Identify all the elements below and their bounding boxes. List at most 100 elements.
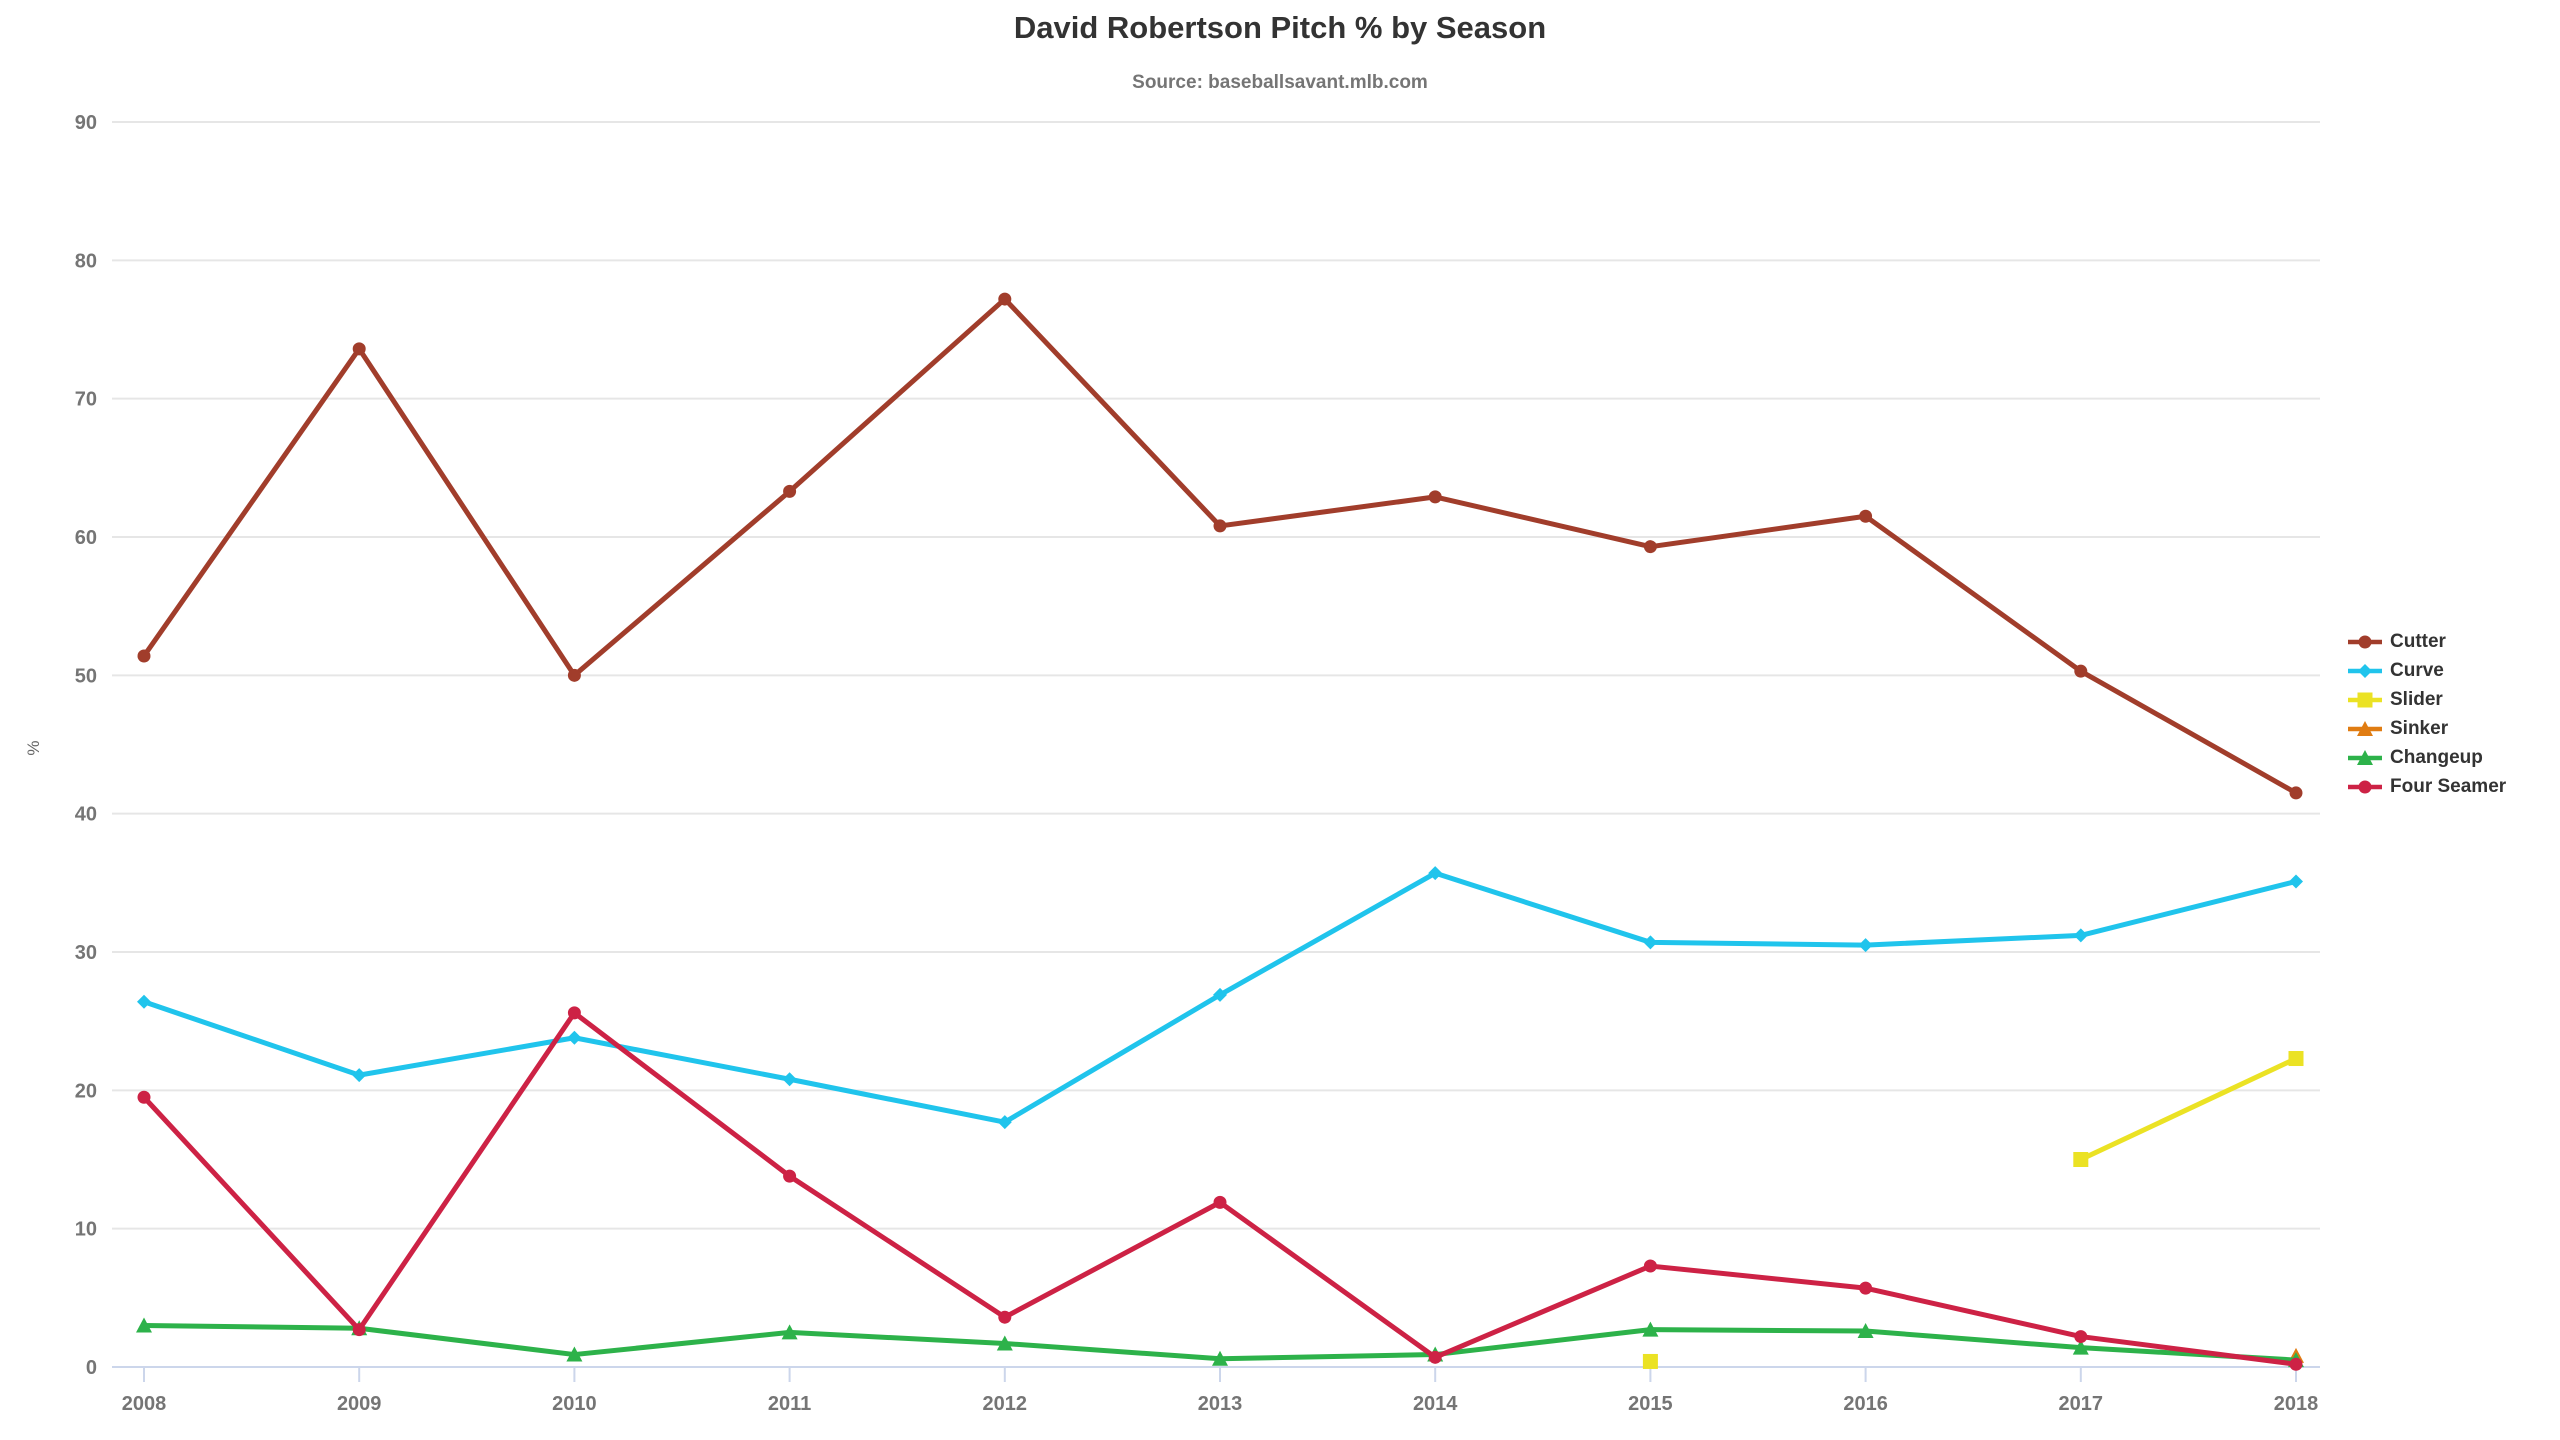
legend: Cutter Curve Slider Sinker Changeup Four Seam… <box>2347 631 2506 798</box>
x-axis-tick-label: 2011 <box>768 1393 811 1415</box>
legend-marker-sinker-icon <box>2348 721 2382 736</box>
series-marker-changeup[interactable] <box>1642 1321 1659 1337</box>
series-marker-cutter[interactable] <box>352 342 366 356</box>
series-marker-cutter[interactable] <box>2074 664 2088 678</box>
series-marker-curve[interactable] <box>137 994 151 1009</box>
legend-item-four-seamer[interactable]: Four Seamer <box>2347 776 2506 798</box>
y-axis-tick-labels: 0 10 20 30 40 50 60 70 80 90 <box>75 112 97 1379</box>
series-marker-curve[interactable] <box>1643 935 1658 950</box>
series-marker-cutter[interactable] <box>783 484 797 498</box>
legend-marker-shape[interactable] <box>2357 750 2373 765</box>
gridlines <box>112 121 2320 1230</box>
series-marker-curve[interactable] <box>1858 938 1873 953</box>
series-marker-cutter[interactable] <box>998 292 1012 306</box>
series-four-seamer[interactable] <box>137 1006 2303 1371</box>
legend-item-slider[interactable]: Slider <box>2347 689 2506 711</box>
legend-item-sinker[interactable]: Sinker <box>2347 718 2506 740</box>
series-marker-four-seamer[interactable] <box>352 1323 366 1337</box>
series-marker-changeup[interactable] <box>996 1335 1013 1351</box>
series-marker-changeup[interactable] <box>1212 1350 1228 1366</box>
legend-marker-shape[interactable] <box>2358 664 2372 678</box>
series-marker-cutter[interactable] <box>137 649 151 663</box>
series-marker-curve[interactable] <box>2289 874 2303 889</box>
series-marker-four-seamer[interactable] <box>2074 1330 2088 1344</box>
series-marker-changeup[interactable] <box>1857 1323 1874 1339</box>
legend-label: Curve <box>2390 660 2444 681</box>
series-marker-curve[interactable] <box>997 1115 1012 1130</box>
series-marker-cutter[interactable] <box>1213 519 1227 533</box>
series-marker-slider[interactable] <box>2073 1152 2089 1167</box>
series-marker-curve[interactable] <box>782 1072 797 1087</box>
series-marker-curve[interactable] <box>352 1068 367 1083</box>
legend-label: Changeup <box>2390 747 2483 768</box>
x-axis-tick-label: 2010 <box>552 1393 597 1415</box>
series-marker-changeup[interactable] <box>136 1317 152 1333</box>
legend-marker-slider-icon <box>2348 692 2382 708</box>
series-cutter[interactable] <box>137 292 2303 800</box>
series-changeup[interactable] <box>136 1317 2304 1368</box>
legend-label: Cutter <box>2390 631 2446 652</box>
series-marker-four-seamer[interactable] <box>567 1006 581 1020</box>
series-line-four-seamer[interactable] <box>141 1010 2299 1367</box>
y-axis-tick-label: 40 <box>75 804 97 826</box>
series-marker-four-seamer[interactable] <box>1213 1195 1227 1209</box>
y-axis-tick-label: 60 <box>75 527 97 549</box>
series-marker-curve[interactable] <box>567 1030 582 1045</box>
legend-marker-changeup-icon <box>2348 750 2382 765</box>
y-axis-tick-label: 50 <box>75 665 97 687</box>
series-line-cutter[interactable] <box>141 296 2299 796</box>
axes <box>112 1366 2320 1382</box>
series-marker-changeup[interactable] <box>2072 1339 2089 1355</box>
series-slider[interactable] <box>1642 1051 2304 1369</box>
y-axis-tick-label: 0 <box>86 1357 97 1379</box>
y-axis-tick-label: 20 <box>75 1080 97 1102</box>
legend-item-cutter[interactable]: Cutter <box>2347 631 2506 653</box>
legend-marker-cutter-icon <box>2348 635 2382 649</box>
series-marker-cutter[interactable] <box>1643 540 1657 554</box>
legend-marker-shape[interactable] <box>2357 721 2373 736</box>
legend-marker-shape[interactable] <box>2358 635 2372 649</box>
legend-item-changeup[interactable]: Changeup <box>2347 747 2506 769</box>
x-axis-tick-label: 2017 <box>2059 1393 2104 1415</box>
series-marker-curve[interactable] <box>1213 987 1227 1002</box>
chart-title: David Robertson Pitch % by Season <box>1013 10 1547 45</box>
y-axis-tick-label: 10 <box>75 1219 97 1241</box>
series-marker-changeup[interactable] <box>566 1346 583 1362</box>
series-marker-changeup[interactable] <box>781 1324 798 1340</box>
series-marker-four-seamer[interactable] <box>1428 1350 1442 1364</box>
series-marker-cutter[interactable] <box>1428 490 1442 504</box>
legend-marker-shape[interactable] <box>2357 692 2373 708</box>
series-marker-slider[interactable] <box>1642 1353 1658 1369</box>
legend-label: Sinker <box>2390 718 2449 739</box>
series-marker-cutter[interactable] <box>567 668 581 682</box>
series-marker-four-seamer[interactable] <box>783 1169 797 1183</box>
series-marker-four-seamer[interactable] <box>137 1090 151 1104</box>
series-marker-four-seamer[interactable] <box>998 1310 1012 1324</box>
x-axis-tick-label: 2014 <box>1413 1393 1458 1415</box>
series-marker-curve[interactable] <box>2073 928 2088 943</box>
legend-label: Slider <box>2390 689 2443 710</box>
x-axis-tick-labels: 2008 2009 2010 2011 2012 2013 2014 2015 2016 2017… <box>122 1393 2319 1415</box>
series-marker-four-seamer[interactable] <box>2289 1357 2303 1371</box>
y-axis-tick-label: 90 <box>75 112 97 134</box>
x-axis-tick-label: 2018 <box>2274 1393 2319 1415</box>
y-axis-title: % <box>24 740 43 755</box>
y-axis-tick-label: 30 <box>75 942 97 964</box>
series-marker-slider[interactable] <box>2288 1051 2304 1067</box>
series-marker-four-seamer[interactable] <box>1859 1281 1873 1295</box>
series-marker-cutter[interactable] <box>2289 786 2303 800</box>
series-layer <box>136 292 2304 1371</box>
legend-label: Four Seamer <box>2390 776 2507 797</box>
legend-marker-shape[interactable] <box>2358 780 2372 794</box>
legend-item-curve[interactable]: Curve <box>2347 660 2506 682</box>
series-line-slider[interactable] <box>2078 1056 2299 1162</box>
x-axis-tick-label: 2009 <box>337 1393 382 1415</box>
series-marker-four-seamer[interactable] <box>1643 1259 1657 1273</box>
x-axis-tick-label: 2015 <box>1628 1393 1673 1415</box>
series-curve[interactable] <box>137 866 2303 1130</box>
legend-marker-four-seamer-icon <box>2348 780 2382 794</box>
y-axis-tick-label: 80 <box>75 250 97 272</box>
series-marker-curve[interactable] <box>1428 866 1443 881</box>
series-marker-cutter[interactable] <box>1859 509 1873 523</box>
